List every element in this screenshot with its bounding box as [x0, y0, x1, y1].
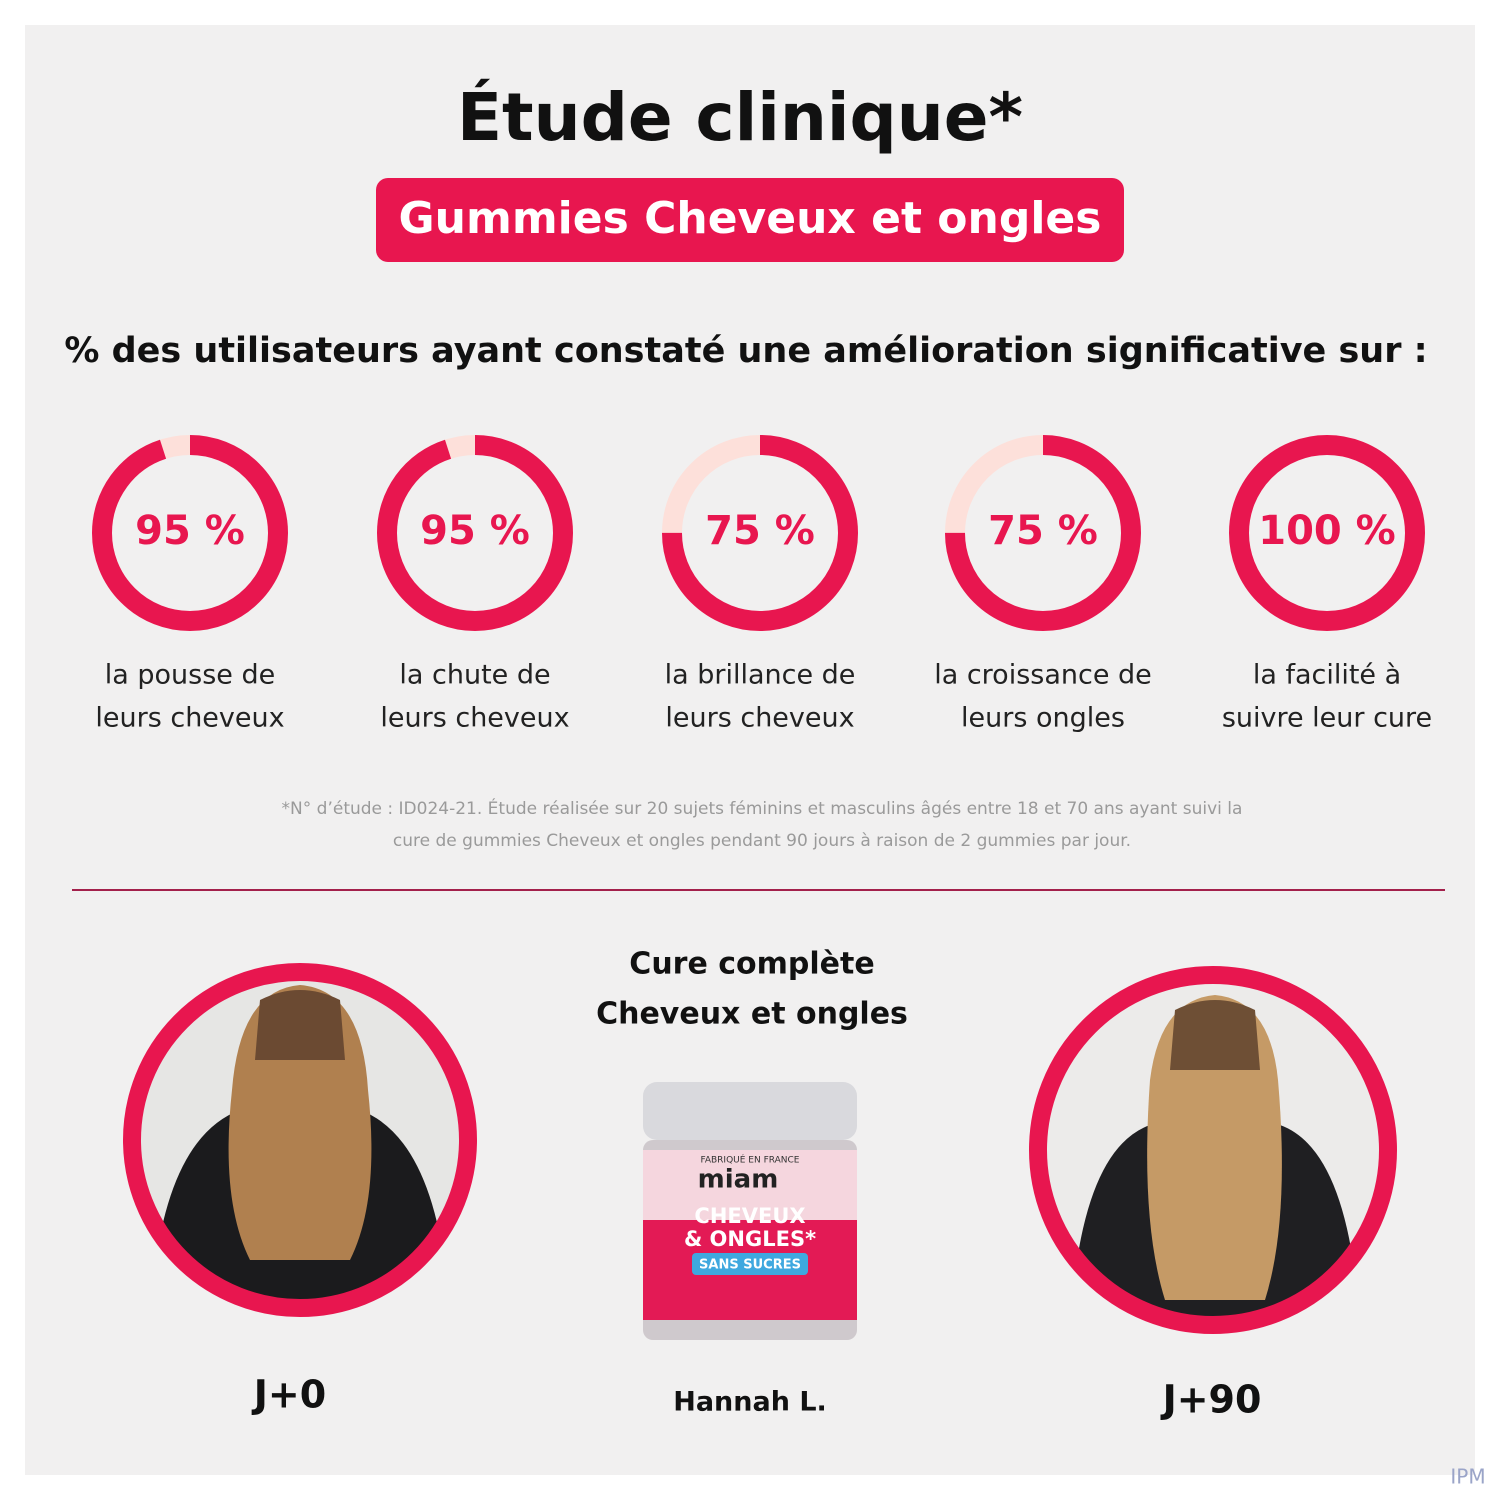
before-label: J+0 — [251, 1373, 326, 1417]
after-photo — [1029, 966, 1397, 1334]
jar-product: & ONGLES* — [684, 1227, 816, 1251]
donut-value: 75 % — [705, 508, 815, 554]
comparison-title: Cure complète — [629, 947, 874, 982]
stat-label: la brillance de — [665, 660, 856, 691]
stat-label: la facilité à — [1253, 660, 1401, 691]
jar-badge: SANS SUCRES — [699, 1258, 801, 1273]
donut-arc — [945, 435, 1141, 631]
jar-origin: FABRIQUÉ EN FRANCE — [700, 1154, 799, 1166]
donut-value: 95 % — [135, 508, 245, 554]
before-photo — [123, 963, 477, 1317]
testimonial-name: Hannah L. — [673, 1387, 827, 1418]
stat-label: la pousse de — [105, 660, 275, 691]
donut-arc — [662, 435, 858, 631]
subtitle: Gummies Cheveux et ongles — [399, 193, 1102, 244]
watermark: IPM — [1450, 1465, 1485, 1489]
jar-product: CHEVEUX — [694, 1204, 805, 1228]
stat-label: leurs cheveux — [665, 703, 854, 734]
stat-label: suivre leur cure — [1222, 703, 1432, 734]
stat-label: leurs cheveux — [380, 703, 569, 734]
subtitle-box — [376, 178, 1124, 262]
footnote-line: cure de gummies Cheveux et ongles pendan… — [393, 831, 1131, 851]
donut-value: 75 % — [988, 508, 1098, 554]
intro: % des utilisateurs ayant constaté une am… — [64, 331, 1427, 371]
comparison-title: Cheveux et ongles — [596, 997, 908, 1032]
donut-arc — [92, 435, 288, 631]
stat-label: la croissance de — [934, 660, 1152, 691]
stat-label: la chute de — [399, 660, 550, 691]
stat-label: leurs ongles — [961, 703, 1125, 734]
title: Étude clinique* — [457, 78, 1023, 156]
donut-value: 95 % — [420, 508, 530, 554]
donut-value: 100 % — [1258, 508, 1396, 554]
stat-label: leurs cheveux — [95, 703, 284, 734]
donut-arc — [1229, 435, 1425, 631]
after-label: J+90 — [1160, 1378, 1262, 1422]
footnote-line: *N° d’étude : ID024-21. Étude réalisée s… — [282, 797, 1243, 819]
jar-brand: miam — [698, 1165, 779, 1195]
donut-arc — [377, 435, 573, 631]
product-jar: FABRIQUÉ EN FRANCE miam CHEVEUX & ONGLES… — [643, 1082, 857, 1340]
